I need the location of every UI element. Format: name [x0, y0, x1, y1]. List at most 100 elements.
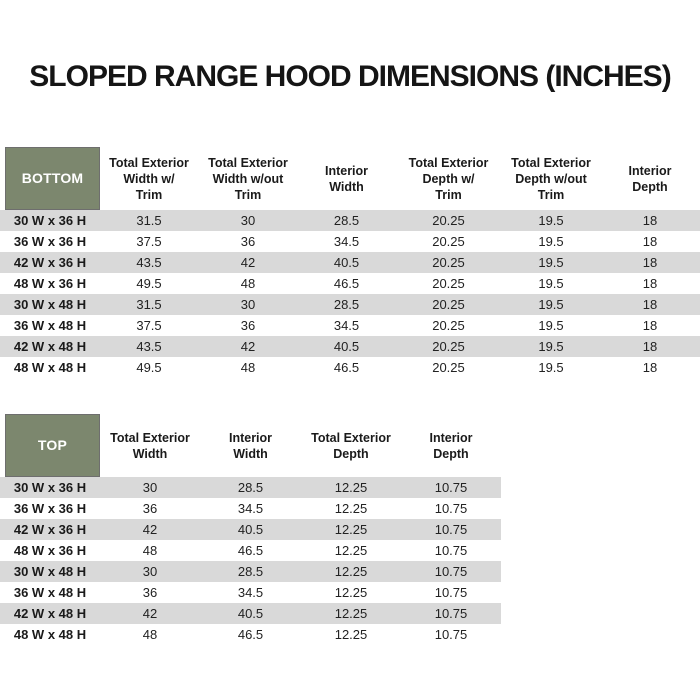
cell-value: 12.25	[301, 519, 401, 540]
row-label: 42 W x 36 H	[0, 252, 100, 273]
cell-value: 28.5	[200, 561, 301, 582]
table-row: 48 W x 36 H 49.5 48 46.5 20.25 19.5 18	[0, 273, 700, 294]
cell-value: 42	[100, 519, 200, 540]
cell-value: 12.25	[301, 561, 401, 582]
cell-value: 36	[198, 315, 298, 336]
cell-value: 19.5	[502, 315, 600, 336]
cell-value: 34.5	[200, 582, 301, 603]
row-label: 36 W x 48 H	[0, 315, 100, 336]
cell-value: 20.25	[395, 294, 502, 315]
cell-value: 18	[600, 357, 700, 378]
cell-value: 10.75	[401, 519, 501, 540]
table-row: 48 W x 48 H 48 46.5 12.25 10.75	[0, 624, 501, 645]
cell-value: 19.5	[502, 357, 600, 378]
row-label: 48 W x 36 H	[0, 540, 100, 561]
cell-value: 46.5	[298, 357, 395, 378]
cell-value: 20.25	[395, 273, 502, 294]
cell-value: 18	[600, 210, 700, 231]
cell-value: 19.5	[502, 273, 600, 294]
column-header: Total Exterior Depth w/ Trim	[408, 155, 489, 202]
cell-value: 40.5	[200, 519, 301, 540]
cell-value: 18	[600, 294, 700, 315]
cell-value: 12.25	[301, 582, 401, 603]
table-row: 36 W x 48 H 37.5 36 34.5 20.25 19.5 18	[0, 315, 700, 336]
cell-value: 19.5	[502, 294, 600, 315]
cell-value: 46.5	[298, 273, 395, 294]
top-dimensions-table: TOP Total Exterior Width Interior Width …	[0, 414, 501, 645]
cell-value: 10.75	[401, 603, 501, 624]
table-row: 48 W x 36 H 48 46.5 12.25 10.75	[0, 540, 501, 561]
cell-value: 31.5	[100, 294, 198, 315]
cell-value: 20.25	[395, 252, 502, 273]
row-label: 48 W x 48 H	[0, 624, 100, 645]
cell-value: 19.5	[502, 231, 600, 252]
cell-value: 42	[100, 603, 200, 624]
table-row: 30 W x 36 H 30 28.5 12.25 10.75	[0, 477, 501, 498]
column-header: Total Exterior Depth w/out Trim	[511, 155, 591, 202]
cell-value: 31.5	[100, 210, 198, 231]
table-row: 36 W x 36 H 37.5 36 34.5 20.25 19.5 18	[0, 231, 700, 252]
column-header: Interior Depth	[429, 430, 473, 461]
table-row: 42 W x 48 H 42 40.5 12.25 10.75	[0, 603, 501, 624]
cell-value: 36	[198, 231, 298, 252]
cell-value: 19.5	[502, 336, 600, 357]
cell-value: 48	[100, 540, 200, 561]
cell-value: 28.5	[298, 210, 395, 231]
cell-value: 12.25	[301, 540, 401, 561]
table-row: 48 W x 48 H 49.5 48 46.5 20.25 19.5 18	[0, 357, 700, 378]
cell-value: 40.5	[298, 336, 395, 357]
cell-value: 12.25	[301, 477, 401, 498]
row-label: 48 W x 36 H	[0, 273, 100, 294]
row-label: 42 W x 48 H	[0, 336, 100, 357]
cell-value: 19.5	[502, 252, 600, 273]
cell-value: 20.25	[395, 231, 502, 252]
column-header: Total Exterior Width w/ Trim	[109, 155, 189, 202]
top-header-row: TOP Total Exterior Width Interior Width …	[0, 414, 501, 477]
cell-value: 18	[600, 315, 700, 336]
cell-value: 20.25	[395, 336, 502, 357]
cell-value: 42	[198, 336, 298, 357]
cell-value: 28.5	[298, 294, 395, 315]
cell-value: 40.5	[200, 603, 301, 624]
cell-value: 37.5	[100, 231, 198, 252]
table-row: 42 W x 48 H 43.5 42 40.5 20.25 19.5 18	[0, 336, 700, 357]
cell-value: 46.5	[200, 540, 301, 561]
cell-value: 30	[198, 294, 298, 315]
column-header: Interior Depth	[628, 163, 672, 194]
cell-value: 30	[100, 561, 200, 582]
column-header: Total Exterior Width w/out Trim	[208, 155, 288, 202]
row-label: 42 W x 36 H	[0, 519, 100, 540]
cell-value: 46.5	[200, 624, 301, 645]
cell-value: 37.5	[100, 315, 198, 336]
cell-value: 36	[100, 498, 200, 519]
page-title: SLOPED RANGE HOOD DIMENSIONS (INCHES)	[29, 60, 671, 93]
cell-value: 20.25	[395, 210, 502, 231]
cell-value: 43.5	[100, 336, 198, 357]
row-label: 30 W x 36 H	[0, 477, 100, 498]
cell-value: 30	[198, 210, 298, 231]
row-label: 36 W x 48 H	[0, 582, 100, 603]
cell-value: 18	[600, 273, 700, 294]
column-header: Interior Width	[324, 163, 369, 194]
row-label: 42 W x 48 H	[0, 603, 100, 624]
cell-value: 48	[100, 624, 200, 645]
cell-value: 19.5	[502, 210, 600, 231]
row-label: 30 W x 48 H	[0, 294, 100, 315]
column-header: Interior Width	[228, 430, 273, 461]
table-row: 30 W x 48 H 30 28.5 12.25 10.75	[0, 561, 501, 582]
row-label: 36 W x 36 H	[0, 498, 100, 519]
cell-value: 10.75	[401, 477, 501, 498]
table-row: 42 W x 36 H 42 40.5 12.25 10.75	[0, 519, 501, 540]
cell-value: 34.5	[298, 231, 395, 252]
bottom-table-corner: BOTTOM	[0, 147, 100, 210]
row-label: 30 W x 36 H	[0, 210, 100, 231]
cell-value: 18	[600, 336, 700, 357]
cell-value: 18	[600, 231, 700, 252]
cell-value: 18	[600, 252, 700, 273]
top-table-corner: TOP	[0, 414, 100, 477]
cell-value: 30	[100, 477, 200, 498]
cell-value: 20.25	[395, 357, 502, 378]
cell-value: 28.5	[200, 477, 301, 498]
cell-value: 20.25	[395, 315, 502, 336]
